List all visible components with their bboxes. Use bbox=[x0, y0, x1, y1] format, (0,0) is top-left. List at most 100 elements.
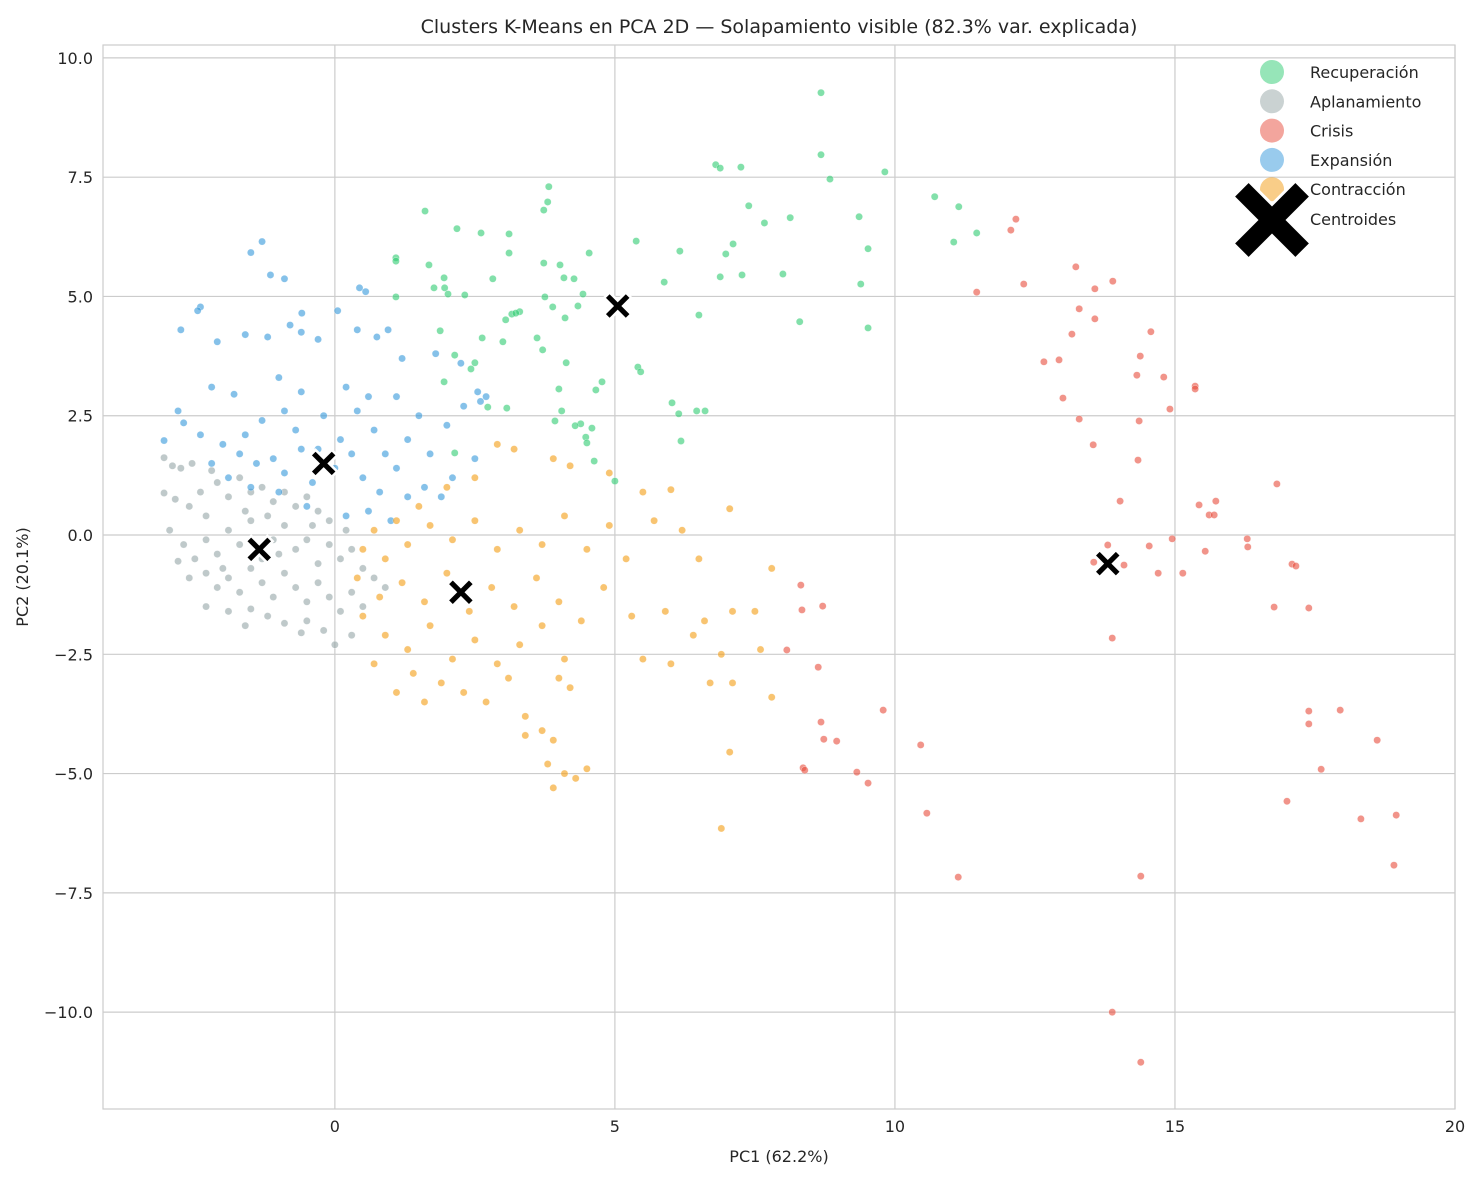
data-point bbox=[440, 273, 448, 282]
data-point bbox=[471, 636, 479, 644]
data-point bbox=[314, 578, 322, 587]
data-point bbox=[443, 483, 451, 492]
data-point bbox=[1116, 497, 1124, 505]
data-point bbox=[819, 735, 828, 744]
data-point bbox=[1108, 634, 1117, 642]
data-point bbox=[795, 317, 804, 326]
data-point bbox=[555, 597, 563, 606]
data-point bbox=[471, 473, 479, 482]
data-point bbox=[415, 411, 423, 420]
data-point bbox=[737, 163, 745, 171]
data-point bbox=[856, 280, 865, 288]
data-point bbox=[796, 581, 805, 589]
data-point bbox=[1373, 736, 1382, 745]
data-point bbox=[275, 373, 283, 382]
data-point bbox=[1392, 811, 1401, 819]
data-point bbox=[864, 779, 872, 787]
data-point bbox=[185, 502, 194, 511]
data-point bbox=[1304, 720, 1313, 728]
data-point bbox=[224, 526, 233, 535]
data-point bbox=[370, 426, 378, 434]
legend-item: Aplanamiento bbox=[1260, 89, 1421, 114]
centroid-x-icon bbox=[602, 290, 633, 322]
plot-frame bbox=[102, 44, 1456, 1110]
data-point bbox=[502, 404, 511, 412]
data-point bbox=[541, 293, 549, 301]
data-point bbox=[297, 445, 306, 453]
data-point bbox=[398, 354, 406, 363]
data-point bbox=[263, 333, 272, 341]
data-point bbox=[692, 407, 701, 415]
legend-marker-icon bbox=[1260, 60, 1284, 84]
data-point bbox=[252, 459, 261, 468]
data-point bbox=[1136, 872, 1145, 881]
data-point bbox=[744, 201, 753, 210]
data-point bbox=[185, 574, 194, 582]
data-point bbox=[415, 502, 423, 511]
data-point bbox=[444, 290, 452, 298]
data-point bbox=[286, 321, 294, 329]
data-point bbox=[235, 540, 244, 549]
data-point bbox=[269, 497, 278, 506]
data-point bbox=[729, 240, 737, 248]
data-point bbox=[482, 698, 490, 706]
data-point bbox=[176, 325, 185, 334]
x-tick-label: 5 bbox=[610, 1117, 620, 1136]
data-point bbox=[972, 229, 981, 237]
data-point bbox=[818, 602, 827, 610]
chart-title: Clusters K-Means en PCA 2D — Solapamient… bbox=[421, 16, 1138, 38]
data-point bbox=[196, 488, 205, 496]
data-point bbox=[695, 311, 703, 319]
data-point bbox=[817, 718, 825, 726]
data-point bbox=[590, 457, 599, 465]
data-point bbox=[359, 602, 367, 611]
data-point bbox=[779, 270, 787, 278]
data-point bbox=[574, 302, 582, 310]
data-point bbox=[599, 583, 608, 592]
data-point bbox=[174, 407, 182, 415]
data-point bbox=[465, 607, 474, 616]
data-point bbox=[706, 679, 714, 687]
data-point bbox=[583, 545, 591, 554]
data-point bbox=[487, 583, 496, 592]
legend-label: Aplanamiento bbox=[1310, 92, 1421, 111]
data-point bbox=[347, 588, 356, 597]
data-point bbox=[544, 182, 553, 191]
data-point bbox=[1108, 1008, 1117, 1016]
data-point bbox=[930, 192, 939, 201]
data-point bbox=[562, 358, 571, 367]
legend-marker-icon bbox=[1260, 118, 1284, 143]
data-point bbox=[1270, 603, 1278, 611]
data-point bbox=[347, 450, 356, 458]
data-point bbox=[855, 212, 863, 221]
data-point bbox=[336, 607, 345, 616]
data-point bbox=[381, 631, 390, 640]
data-point bbox=[1012, 215, 1020, 224]
data-point bbox=[450, 449, 459, 457]
data-point bbox=[247, 248, 255, 257]
data-point bbox=[193, 306, 202, 315]
data-point bbox=[695, 555, 703, 563]
data-point bbox=[219, 564, 227, 573]
legend-centroid-x-icon bbox=[1230, 178, 1314, 262]
data-point bbox=[364, 507, 373, 516]
x-tick-label: 20 bbox=[1445, 1117, 1465, 1136]
y-tick-labels: 10.0 7.5 5.0 2.5 0.0 −2.5 −5.0 −7.5 −10.0 bbox=[44, 49, 93, 1022]
data-point bbox=[677, 437, 685, 445]
data-point bbox=[370, 659, 378, 668]
data-point bbox=[1133, 371, 1141, 380]
series-aplanamiento bbox=[160, 453, 390, 649]
centroid-x-icon bbox=[1092, 548, 1124, 579]
data-point bbox=[548, 303, 557, 311]
data-point bbox=[168, 461, 177, 470]
data-point bbox=[1357, 815, 1365, 823]
data-point bbox=[403, 540, 412, 549]
data-point bbox=[678, 526, 686, 535]
data-point bbox=[426, 450, 434, 458]
data-point bbox=[319, 411, 328, 420]
data-point bbox=[359, 612, 367, 620]
legend-item: Centroides bbox=[1230, 178, 1396, 262]
data-point bbox=[219, 440, 227, 449]
data-point bbox=[361, 287, 370, 296]
data-point bbox=[280, 407, 289, 415]
